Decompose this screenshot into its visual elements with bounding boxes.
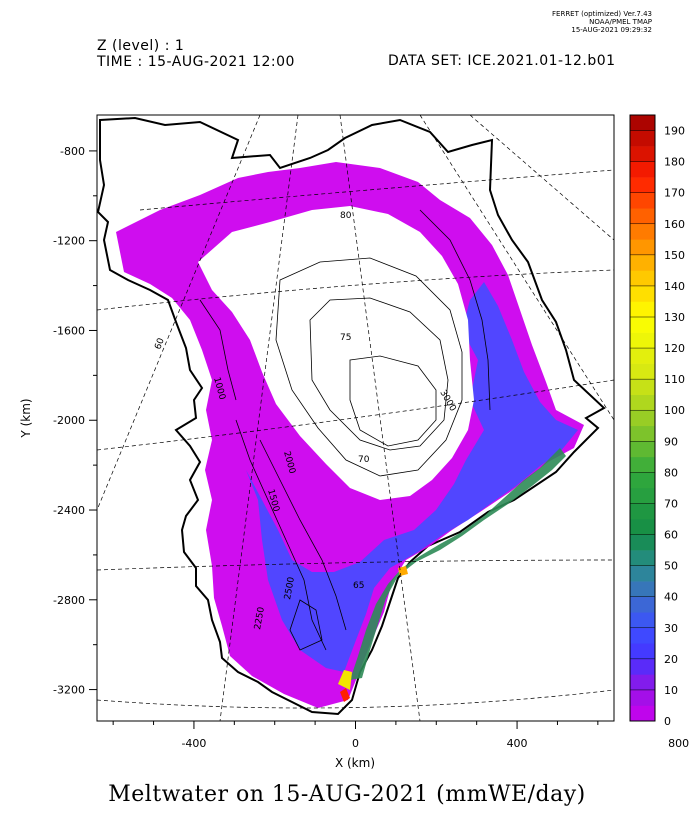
colorbar-swatch xyxy=(630,456,655,473)
dataset-label: DATA SET: ICE.2021.01-12.b01 xyxy=(388,53,616,69)
colorbar-label: 130 xyxy=(664,311,685,324)
colorbar-label: 30 xyxy=(664,622,678,635)
colorbar-swatch xyxy=(630,643,655,660)
colorbar-label: 180 xyxy=(664,156,685,169)
contour-label-75: 75 xyxy=(340,333,351,343)
colorbar-swatch xyxy=(630,208,655,225)
colorbar-swatch xyxy=(630,379,655,395)
colorbar-swatch xyxy=(630,301,655,318)
x-axis: -400 0 400 800 xyxy=(112,721,689,750)
colorbar-swatch xyxy=(630,394,655,411)
colorbar-swatch xyxy=(630,254,655,271)
colorbar-swatch xyxy=(630,472,655,489)
melt-hotspot-yellow xyxy=(338,670,352,690)
colorbar-swatch xyxy=(630,658,655,675)
colorbar-label: 90 xyxy=(664,435,678,448)
colorbar-label: 10 xyxy=(664,684,678,697)
time-label: TIME : 15-AUG-2021 12:00 xyxy=(97,54,295,70)
colorbar-swatch xyxy=(630,223,655,240)
ferret-line-3: 15-AUG-2021 09:29:32 xyxy=(571,26,652,34)
graticule xyxy=(97,115,614,721)
contour-label-60: 60 xyxy=(153,337,166,351)
elevation-contours xyxy=(199,209,491,651)
colorbar-label: 140 xyxy=(664,280,685,293)
colorbar-swatch xyxy=(630,612,655,629)
colorbar-swatch xyxy=(630,674,655,691)
colorbar-swatch xyxy=(630,177,655,193)
map-layer: 75 80 70 65 60 3000 2000 1500 1000 2500 … xyxy=(97,115,614,721)
colorbar-label: 190 xyxy=(664,125,685,138)
contour-label-2500: 2500 xyxy=(283,576,297,601)
colorbar-swatch xyxy=(630,534,655,551)
colorbar-label: 160 xyxy=(664,218,685,231)
ferret-line-1: FERRET (optimized) Ver.7.43 xyxy=(552,10,652,18)
colorbar-label: 80 xyxy=(664,466,678,479)
colorbar-swatch xyxy=(630,192,655,209)
colorbar-swatch xyxy=(630,146,655,162)
colorbar-label: 20 xyxy=(664,653,678,666)
colorbar-swatch xyxy=(630,332,655,349)
colorbar-label: 0 xyxy=(664,715,671,728)
colorbar-label: 100 xyxy=(664,404,685,417)
contour-label-2250: 2250 xyxy=(253,606,267,631)
colorbar-swatch xyxy=(630,317,655,333)
melt-hotspot-red xyxy=(340,688,350,702)
dry-interior xyxy=(198,206,474,500)
colorbar-swatch xyxy=(630,689,655,706)
colorbar-swatch xyxy=(630,550,655,566)
colorbar-label: 40 xyxy=(664,591,678,604)
colorbar-swatch xyxy=(630,363,655,380)
y-tick-label: -2800 xyxy=(53,594,85,607)
colorbar-swatch xyxy=(630,503,655,520)
colorbar-swatch xyxy=(630,565,655,582)
colorbar-swatch xyxy=(630,596,655,613)
colorbar-swatch xyxy=(630,441,655,458)
x-tick-label: 400 xyxy=(507,737,528,750)
colorbar-label: 150 xyxy=(664,249,685,262)
melt-zone-blue xyxy=(246,282,578,672)
z-level-label: Z (level) : 1 xyxy=(97,38,185,54)
colorbar-label: 60 xyxy=(664,529,678,542)
colorbar-swatch xyxy=(630,130,655,147)
contour-label-70: 70 xyxy=(358,455,370,465)
colorbar-swatch xyxy=(630,627,655,644)
x-tick-label: 800 xyxy=(668,737,689,750)
colorbar-label: 120 xyxy=(664,342,685,355)
colorbar-swatch xyxy=(630,410,655,427)
y-tick-label: -3200 xyxy=(53,684,85,697)
colorbar-swatch xyxy=(630,270,655,287)
colorbar-swatch xyxy=(630,581,655,597)
colorbar-swatch xyxy=(630,487,655,504)
colorbar-label: 50 xyxy=(664,560,678,573)
colorbar-swatch xyxy=(630,348,655,364)
colorbar-label: 110 xyxy=(664,373,685,386)
colorbar-label: 70 xyxy=(664,497,678,510)
colorbar-swatch xyxy=(630,519,655,535)
contour-label-65: 65 xyxy=(353,581,364,591)
y-axis-label: Y (km) xyxy=(19,398,33,438)
y-tick-label: -2000 xyxy=(53,414,85,427)
y-tick-label: -1200 xyxy=(53,235,85,248)
y-tick-label: -1600 xyxy=(53,324,85,337)
melt-zone-green xyxy=(350,448,566,680)
y-tick-label: -800 xyxy=(60,145,85,158)
colorbar-swatch xyxy=(630,239,655,256)
colorbar-label: 170 xyxy=(664,187,685,200)
x-tick-label: -400 xyxy=(181,737,206,750)
x-axis-label: X (km) xyxy=(335,756,375,770)
contour-label-80: 80 xyxy=(340,211,352,221)
ferret-line-2: NOAA/PMEL TMAP xyxy=(589,18,652,26)
y-axis: -800 -1200 -1600 -2000 -2400 -2800 -3200 xyxy=(53,145,97,697)
y-tick-label: -2400 xyxy=(53,504,85,517)
x-tick-label: 0 xyxy=(352,737,359,750)
colorbar-swatch xyxy=(630,161,655,178)
ferret-stamp: FERRET (optimized) Ver.7.43 NOAA/PMEL TM… xyxy=(552,10,652,34)
colorbar-swatch xyxy=(630,115,655,131)
colorbar: 0 10 20 30 40 50 60 70 80 90 100 110 120 130 140 150 160… xyxy=(629,114,685,728)
chart-title: Meltwater on 15-AUG-2021 (mmWE/day) xyxy=(108,782,586,807)
colorbar-swatch xyxy=(630,425,655,442)
colorbar-swatch xyxy=(630,285,655,302)
colorbar-swatch xyxy=(630,705,655,722)
